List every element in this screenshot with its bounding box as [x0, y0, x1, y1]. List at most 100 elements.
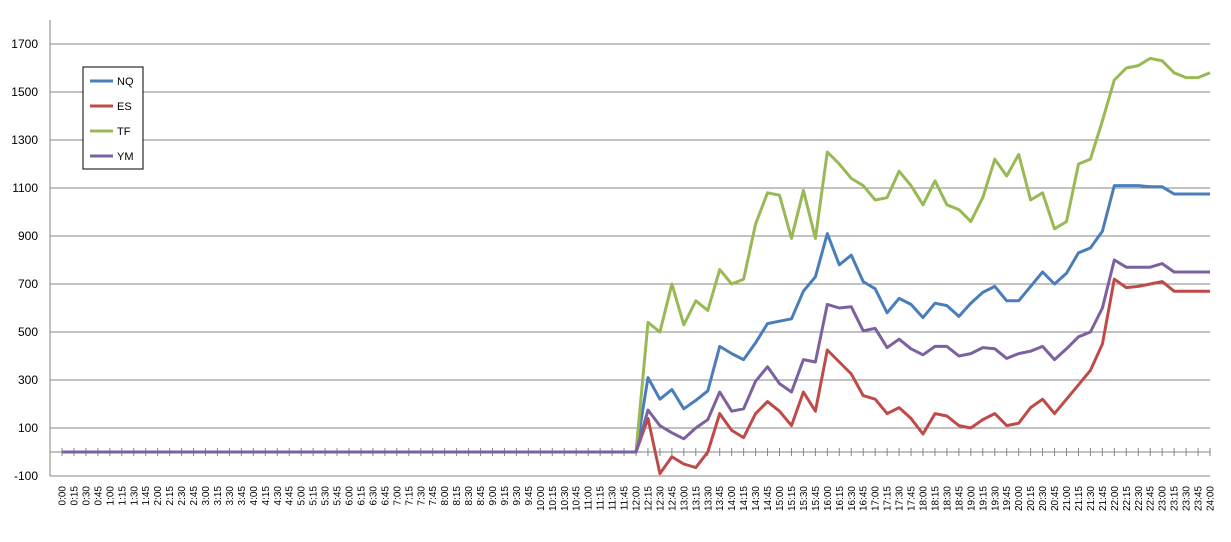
x-tick-label: 21:00 — [1062, 486, 1073, 511]
x-tick-label: 16:30 — [847, 486, 858, 511]
legend-label-tf: TF — [117, 126, 131, 138]
x-tick-label: 7:00 — [392, 486, 403, 506]
x-tick-label: 18:30 — [942, 486, 953, 511]
x-tick-label: 1:00 — [105, 486, 116, 506]
x-tick-label: 3:30 — [225, 486, 236, 506]
x-tick-label: 13:30 — [703, 486, 714, 511]
y-tick-label: 500 — [18, 325, 38, 339]
x-tick-label: 3:45 — [237, 486, 248, 506]
y-tick-label: 1100 — [12, 181, 38, 195]
y-axis-ticks: -100 100 300 500 700 900 1100 1300 1500 1700 — [11, 37, 38, 483]
x-tick-label: 12:15 — [643, 486, 654, 511]
x-tick-label: 20:00 — [1014, 486, 1025, 511]
x-tick-label: 6:15 — [356, 486, 367, 506]
x-tick-label: 18:15 — [930, 486, 941, 511]
x-tick-label: 8:00 — [440, 486, 451, 506]
x-tick-label: 17:30 — [895, 486, 906, 511]
x-tick-label: 6:30 — [368, 486, 379, 506]
x-tick-label: 12:30 — [655, 486, 666, 511]
x-tick-label: 19:30 — [990, 486, 1001, 511]
x-tick-label: 5:30 — [321, 486, 332, 506]
x-tick-label: 7:15 — [404, 486, 415, 506]
x-tick-label: 20:15 — [1026, 486, 1037, 511]
x-tick-label: 21:15 — [1074, 486, 1085, 511]
y-tick-label: 100 — [18, 421, 38, 435]
x-tick-label: 18:00 — [919, 486, 930, 511]
x-tick-label: 17:15 — [883, 486, 894, 511]
x-tick-label: 22:30 — [1134, 486, 1145, 511]
x-tick-label: 1:30 — [129, 486, 140, 506]
x-tick-label: 15:15 — [787, 486, 798, 511]
x-tick-label: 10:30 — [560, 486, 571, 511]
x-tick-label: 20:30 — [1038, 486, 1049, 511]
y-tick-label: 900 — [18, 229, 38, 243]
x-tick-label: 3:00 — [201, 486, 212, 506]
x-tick-label: 8:45 — [476, 486, 487, 506]
x-tick-label: 11:30 — [608, 486, 619, 511]
x-tick-label: 5:45 — [333, 486, 344, 506]
axes — [49, 20, 1211, 476]
series-line-nq — [62, 184, 1210, 454]
x-tick-label: 11:15 — [596, 486, 607, 511]
y-tick-label: 1300 — [11, 133, 38, 147]
x-tick-label: 23:15 — [1170, 486, 1181, 511]
x-tick-label: 18:45 — [954, 486, 965, 511]
x-tick-label: 7:45 — [428, 486, 439, 506]
x-tick-label: 21:45 — [1098, 486, 1109, 511]
series-line-ym — [62, 258, 1210, 454]
x-tick-label: 24:00 — [1206, 486, 1217, 511]
x-tick-label: 17:45 — [907, 486, 918, 511]
y-tick-label: 1500 — [11, 85, 38, 99]
x-tick-label: 19:00 — [966, 486, 977, 511]
legend-label-ym: YM — [117, 151, 134, 163]
x-tick-label: 14:00 — [727, 486, 738, 511]
x-tick-label: 9:45 — [524, 486, 535, 506]
legend-box — [82, 66, 144, 170]
x-tick-label: 16:15 — [835, 486, 846, 511]
x-tick-label: 21:30 — [1086, 486, 1097, 511]
x-tick-label: 14:30 — [751, 486, 762, 511]
x-tick-label: 9:30 — [512, 486, 523, 506]
legend: NQ ES TF YM — [82, 66, 144, 170]
x-tick-label: 14:15 — [739, 486, 750, 511]
x-tick-label: 15:00 — [775, 486, 786, 511]
x-tick-label: 14:45 — [763, 486, 774, 511]
x-tick-label: 8:30 — [464, 486, 475, 506]
x-tick-label: 0:15 — [69, 486, 80, 506]
x-tick-label: 9:00 — [488, 486, 499, 506]
x-tick-label: 4:30 — [273, 486, 284, 506]
x-tick-label: 10:15 — [548, 486, 559, 511]
x-tick-label: 15:30 — [799, 486, 810, 511]
x-tick-label: 20:45 — [1050, 486, 1061, 511]
x-tick-label: 2:00 — [153, 486, 164, 506]
x-tick-label: 7:30 — [416, 486, 427, 506]
x-tick-label: 12:00 — [632, 486, 643, 511]
x-tick-label: 2:45 — [189, 486, 200, 506]
x-tick-label: 13:00 — [679, 486, 690, 511]
x-tick-label: 22:00 — [1110, 486, 1121, 511]
series-lines — [62, 56, 1211, 476]
x-tick-label: 4:00 — [249, 486, 260, 506]
y-tick-label: 1700 — [11, 37, 38, 51]
x-tick-label: 13:15 — [691, 486, 702, 511]
x-tick-label: 0:30 — [81, 486, 92, 506]
x-tick-label: 4:15 — [261, 486, 272, 506]
x-tick-label: 3:15 — [213, 486, 224, 506]
x-tick-label: 16:00 — [823, 486, 834, 511]
y-tick-label: 700 — [18, 277, 38, 291]
x-tick-label: 9:15 — [500, 486, 511, 506]
legend-label-nq: NQ — [117, 76, 134, 88]
x-tick-label: 13:45 — [715, 486, 726, 511]
x-tick-label: 4:45 — [285, 486, 296, 506]
x-tick-label: 2:15 — [165, 486, 176, 506]
x-tick-label: 10:45 — [572, 486, 583, 511]
x-axis-ticks: 0:00 0:15 0:30 0:45 1:00 1:15 1:30 1:45 2:00 2:15… — [58, 486, 1217, 511]
x-tick-label: 15:45 — [811, 486, 822, 511]
x-tick-label: 0:00 — [58, 486, 69, 506]
x-tick-label: 12:45 — [667, 486, 678, 511]
x-tick-label: 23:00 — [1158, 486, 1169, 511]
x-tick-label: 1:45 — [141, 486, 152, 506]
x-tick-label: 23:45 — [1194, 486, 1205, 511]
